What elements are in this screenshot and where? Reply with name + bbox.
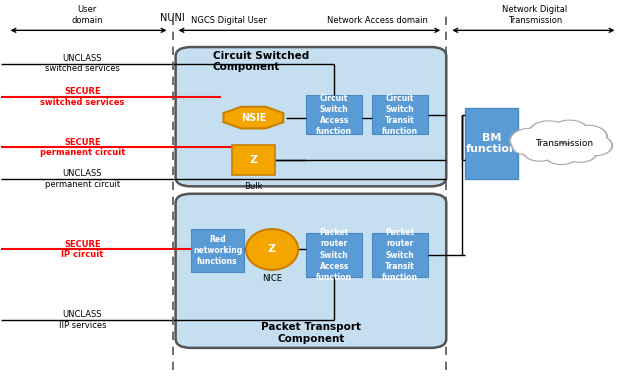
Circle shape <box>530 122 568 144</box>
Text: Packet
router
Switch
Transit
function: Packet router Switch Transit function <box>381 228 418 282</box>
Text: Network Digital
Transmission: Network Digital Transmission <box>503 5 568 25</box>
Circle shape <box>581 136 611 154</box>
Polygon shape <box>224 107 283 128</box>
Text: Transmission: Transmission <box>536 139 594 148</box>
Circle shape <box>512 130 549 152</box>
Text: Circuit Switched
Component: Circuit Switched Component <box>213 51 309 72</box>
Text: Circuit
Switch
Access
function: Circuit Switch Access function <box>316 94 352 136</box>
Circle shape <box>510 128 551 153</box>
Text: NICE: NICE <box>262 274 282 283</box>
Bar <box>191 229 244 272</box>
Bar <box>306 233 362 277</box>
Text: UNCLASS
switched services: UNCLASS switched services <box>45 54 120 74</box>
Ellipse shape <box>246 229 298 270</box>
Circle shape <box>544 144 579 164</box>
Text: SECURE
permanent circuit: SECURE permanent circuit <box>39 138 125 157</box>
Bar <box>372 233 428 277</box>
Circle shape <box>514 137 541 153</box>
Circle shape <box>524 142 554 160</box>
Bar <box>372 96 428 134</box>
Text: BM
function: BM function <box>466 133 518 154</box>
Text: SECURE
IP circuit: SECURE IP circuit <box>61 240 104 259</box>
Circle shape <box>562 141 598 162</box>
Bar <box>306 96 362 134</box>
Text: NSIE: NSIE <box>241 113 266 123</box>
Text: Circuit
Switch
Transit
function: Circuit Switch Transit function <box>381 94 418 136</box>
Text: UNCLASS
IIP services: UNCLASS IIP services <box>59 310 106 330</box>
Text: SECURE
switched services: SECURE switched services <box>40 88 124 107</box>
Text: Red
networking
functions: Red networking functions <box>193 235 242 266</box>
Circle shape <box>569 125 608 149</box>
Circle shape <box>528 121 569 146</box>
Circle shape <box>552 121 587 142</box>
Bar <box>232 146 275 175</box>
Bar <box>465 108 518 179</box>
Text: User
domain: User domain <box>71 5 102 25</box>
Text: Bulk: Bulk <box>244 182 262 191</box>
Text: UNCLASS
permanent circuit: UNCLASS permanent circuit <box>45 169 120 189</box>
Circle shape <box>522 141 556 161</box>
Text: Z: Z <box>249 155 258 165</box>
Text: NUNI: NUNI <box>160 13 185 23</box>
Text: Packet
router
Switch
Access
function: Packet router Switch Access function <box>316 228 352 282</box>
Text: Network Access domain: Network Access domain <box>327 16 428 25</box>
Text: Z: Z <box>268 244 276 254</box>
Text: Packet Transport
Component: Packet Transport Component <box>261 322 361 344</box>
Circle shape <box>564 143 596 161</box>
Circle shape <box>579 135 612 155</box>
Circle shape <box>571 127 606 147</box>
FancyBboxPatch shape <box>176 194 446 348</box>
Circle shape <box>512 136 542 155</box>
Circle shape <box>546 145 577 163</box>
Circle shape <box>550 120 589 143</box>
FancyBboxPatch shape <box>176 47 446 186</box>
Text: NGCS Digital User: NGCS Digital User <box>191 16 267 25</box>
